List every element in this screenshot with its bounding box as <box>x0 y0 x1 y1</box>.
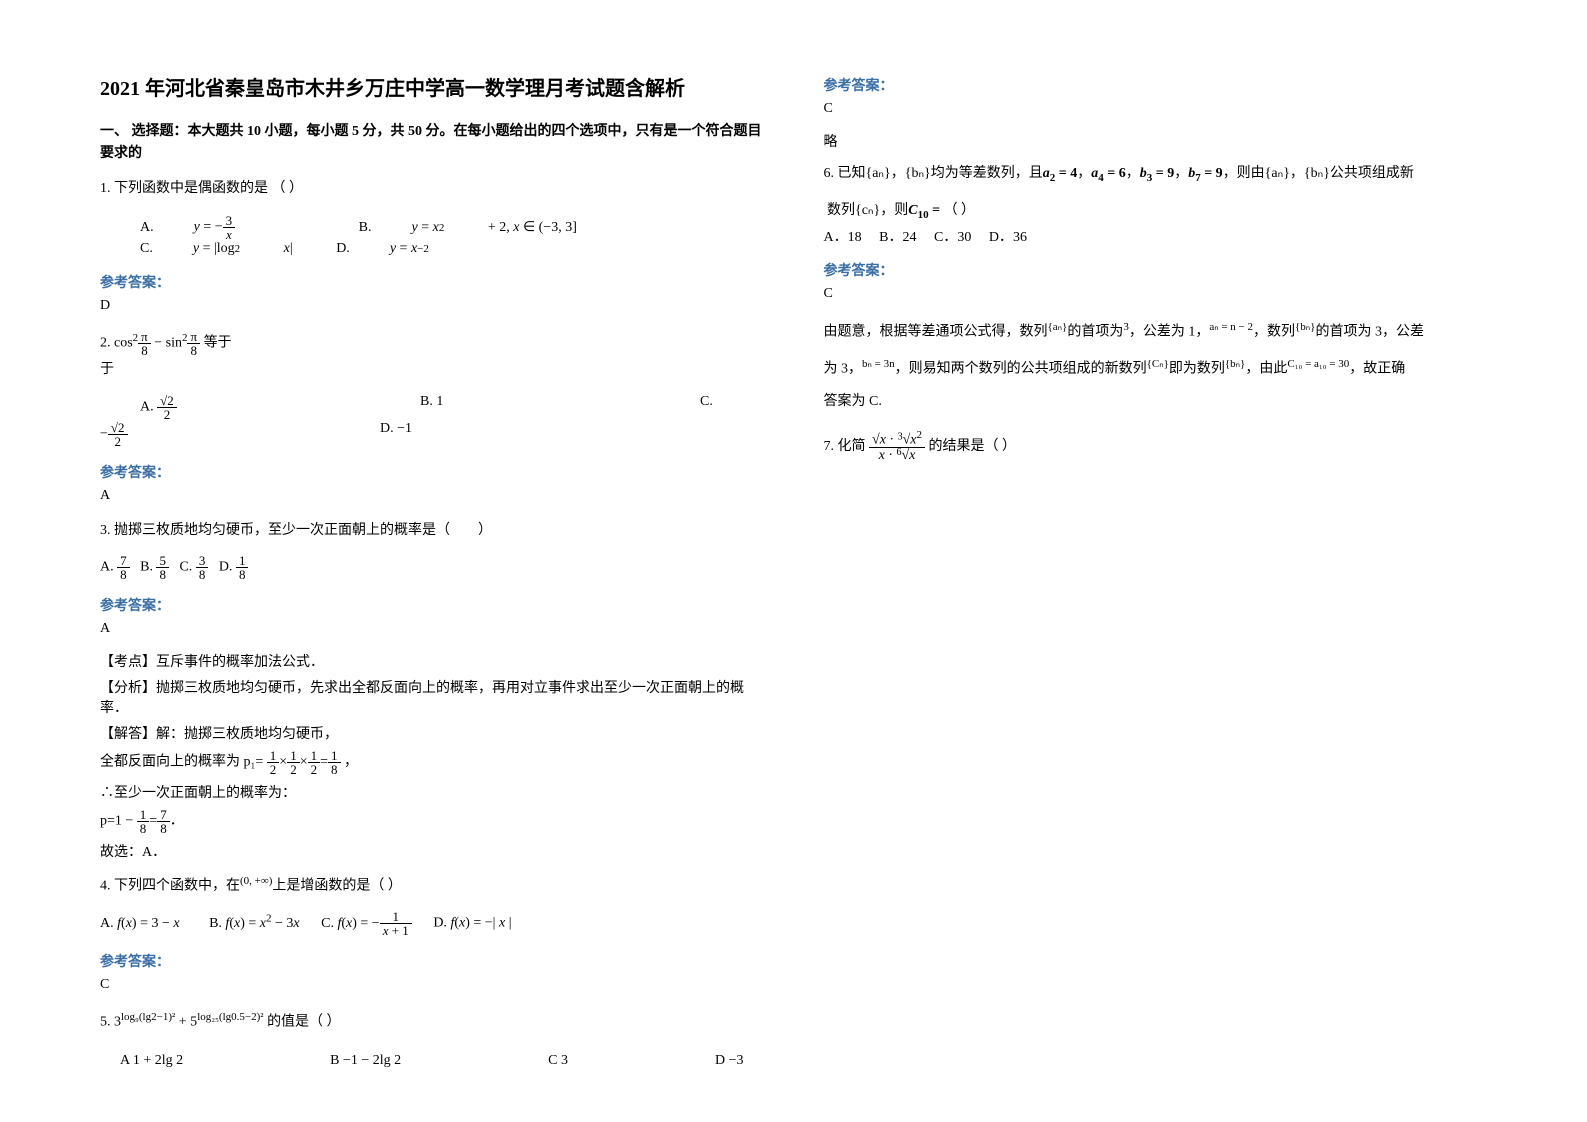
q2-ans: A <box>100 488 764 504</box>
q2-stem: 2. cos2π8 − sin2π8 等于于 <box>100 328 764 384</box>
q2B-pre: B. <box>420 394 436 409</box>
q1-options: A. y = −3x B. y = x2 + 2, x ∈ (−3, 3] C.… <box>140 214 764 257</box>
q4-options: A. f(x) = 3 − x B. f(x) = x2 − 3x C. f(x… <box>100 910 764 937</box>
q2D: −1 <box>397 421 412 436</box>
q3-options: A. 78 B. 58 C. 38 D. 18 <box>100 554 764 581</box>
q5-options: A 1 + 2lg 2 B −1 − 2lg 2 C 3 D −3 <box>100 1047 764 1075</box>
q2D-pre: D. <box>380 421 397 436</box>
q3B-pre: B. <box>140 560 156 575</box>
q3-sol-l4: 故选：A． <box>100 841 764 861</box>
q3-stem: 3. 抛掷三枚质地均匀硬币，至少一次正面朝上的概率是（ ） <box>100 518 764 545</box>
q3-sol-l3: p=1 − 18=78． <box>100 808 764 835</box>
q1-D-pre: D. <box>336 241 350 257</box>
q5-stem: 5. 3log₉(lg2−1)² + 5log₂₅(lg0.5−2)² 的值是（… <box>100 1007 764 1036</box>
q1-C-pre: C. <box>140 241 153 257</box>
q1-ans: D <box>100 298 764 314</box>
q6-stem: 6. 已知{aₙ}，{bₙ}均为等差数列，且a2 = 4，a4 = 6，b3 =… <box>824 161 1488 189</box>
q1-stem: 1. 下列函数中是偶函数的是 （ ） <box>100 176 764 203</box>
q2B: 1 <box>436 394 443 409</box>
q7-stem: 7. 化简 √x · 3√x2x · 6√x 的结果是（ ） <box>824 430 1488 464</box>
q6-ans-label: 参考答案： <box>824 260 1488 280</box>
q1-A-pre: A. <box>140 220 154 236</box>
q3-kp: 【考点】互斥事件的概率加法公式． <box>100 651 764 671</box>
q2-options: A. √22 B. 1 C. −√22 D. −1 <box>140 394 764 448</box>
q3-ans-label: 参考答案： <box>100 595 764 615</box>
q3-ans: A <box>100 621 764 637</box>
q6-line2: 数列{cₙ}，则C10 = （ ） <box>824 199 1488 221</box>
q5-ans-label: 参考答案： <box>824 75 1488 95</box>
q3C-pre: C. <box>179 560 195 575</box>
q3-an: 【分析】抛掷三枚质地均匀硬币，先求出全都反面向上的概率，再用对立事件求出至少一次… <box>100 677 764 717</box>
q3-sol-l2: ∴至少一次正面朝上的概率为： <box>100 782 764 802</box>
q2-pre: 2. <box>100 335 114 350</box>
q3-sol-a: 【解答】解：抛掷三枚质地均匀硬币， <box>100 723 764 743</box>
q2-ans-label: 参考答案： <box>100 462 764 482</box>
q6-options: A．18 B．24 C．30 D．36 <box>824 226 1488 246</box>
q2-post: 等于 <box>204 335 232 350</box>
q6-ans: C <box>824 286 1488 302</box>
section-1-head: 一、 选择题：本大题共 10 小题，每小题 5 分，共 50 分。在每小题给出的… <box>100 121 764 166</box>
q1-B-pre: B. <box>359 220 372 236</box>
q4-stem: 4. 下列四个函数中，在(0, +∞)上是增函数的是（ ） <box>100 871 764 900</box>
q6-sol1: 由题意，根据等差通项公式得，数列{aₙ}的首项为3，公差为 1，aₙ = n −… <box>824 316 1488 347</box>
q5-ans: C <box>824 101 1488 117</box>
q3A-pre: A. <box>100 560 117 575</box>
q1-ans-label: 参考答案： <box>100 272 764 292</box>
q4-ans-label: 参考答案： <box>100 951 764 971</box>
q6-sol3: 答案为 C. <box>824 390 1488 410</box>
q2A-pre: A. <box>140 399 157 414</box>
q6-sol2: 为 3，bₙ = 3n，则易知两个数列的公共项组成的新数列{Cₙ}即为数列{bₙ… <box>824 353 1488 384</box>
q2C-pre: C. <box>700 394 713 409</box>
doc-title: 2021 年河北省秦皇岛市木井乡万庄中学高一数学理月考试题含解析 <box>100 75 764 103</box>
q5-extra: 略 <box>824 131 1488 151</box>
q3D-pre: D. <box>219 560 236 575</box>
q4-ans: C <box>100 977 764 993</box>
q3-sol-l1: 全都反面向上的概率为 p₁= 12×12×12=18 ， <box>100 749 764 776</box>
